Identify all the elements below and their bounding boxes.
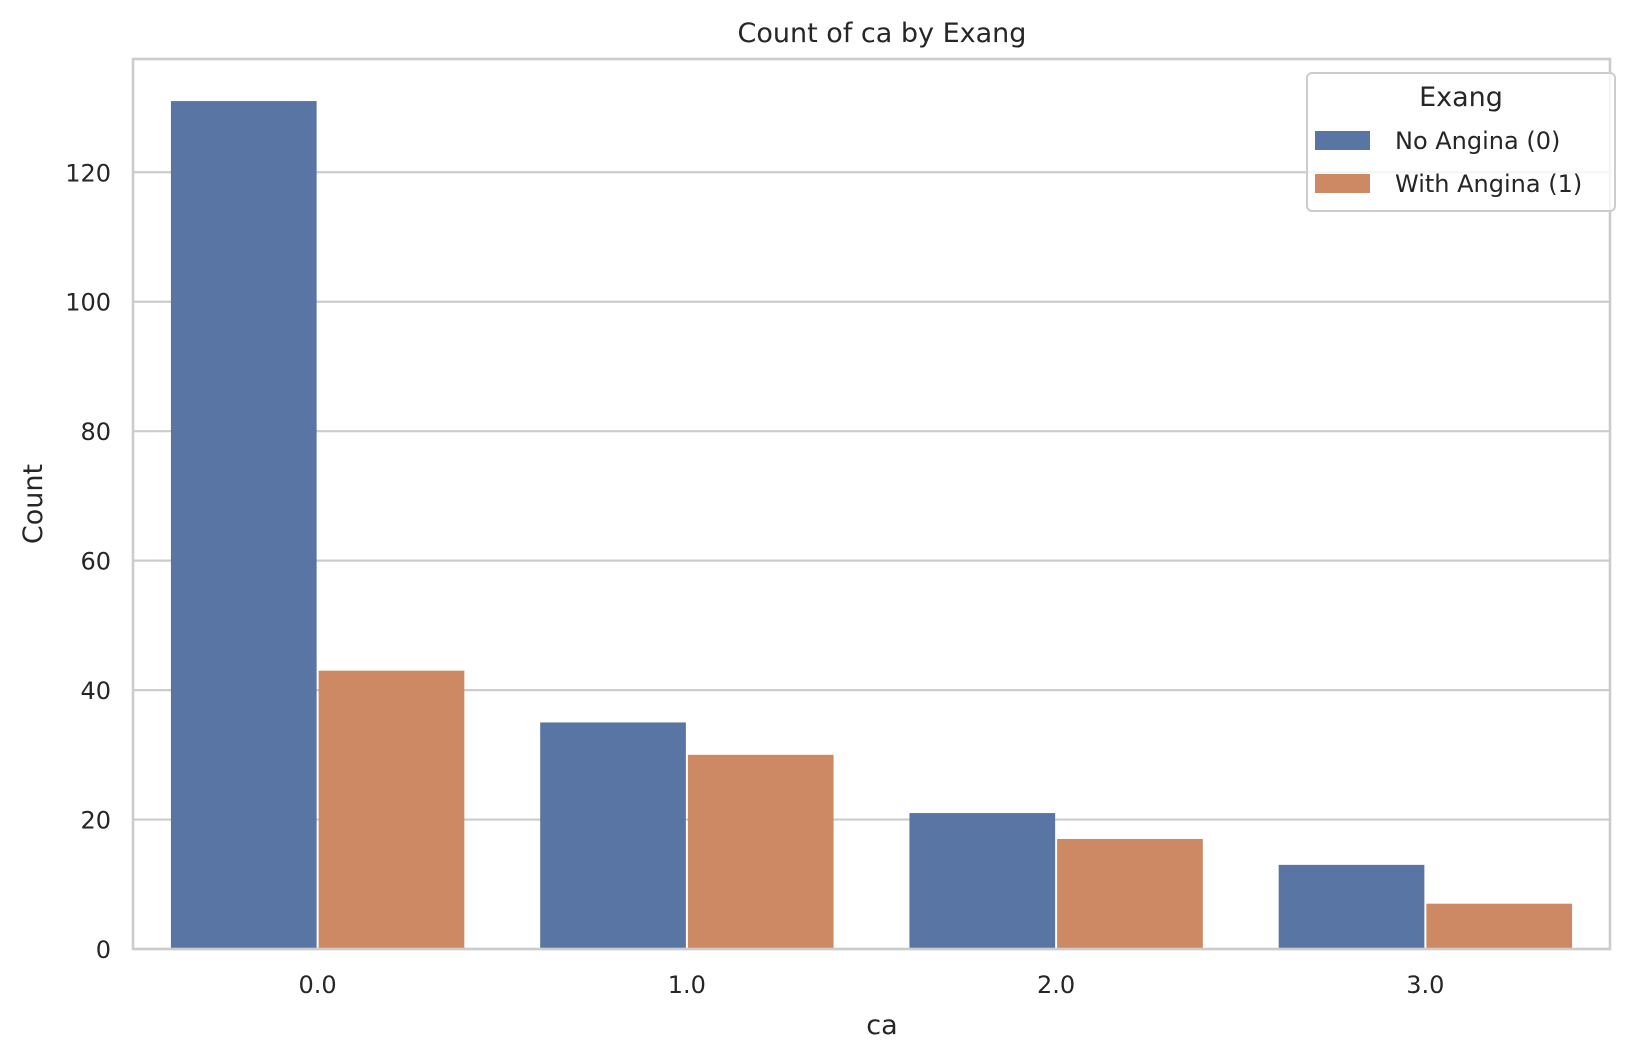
bar — [170, 101, 317, 949]
y-tick-label: 20 — [80, 807, 111, 835]
chart-title: Count of ca by Exang — [738, 18, 1027, 49]
bars — [170, 101, 1573, 949]
bar — [909, 813, 1056, 949]
bar — [687, 754, 834, 949]
x-tick-label: 2.0 — [1037, 971, 1075, 999]
legend-label: With Angina (1) — [1395, 170, 1582, 198]
legend-title: Exang — [1419, 82, 1503, 113]
x-axis-label: ca — [866, 1010, 897, 1041]
bar — [1426, 903, 1573, 949]
plot-frame — [131, 57, 1612, 951]
legend-swatch — [1315, 174, 1370, 193]
legend-box — [1306, 72, 1616, 212]
y-tick-label: 40 — [80, 677, 111, 705]
y-axis-label: Count — [18, 464, 49, 544]
x-tick-label: 3.0 — [1406, 971, 1444, 999]
y-tick-label: 0 — [96, 936, 111, 964]
y-tick-label: 60 — [80, 548, 111, 576]
y-tick-label: 120 — [65, 159, 111, 187]
x-tick-label: 0.0 — [299, 971, 337, 999]
bar — [1057, 838, 1203, 949]
y-tick-label: 80 — [80, 418, 111, 446]
legend-swatch — [1315, 131, 1370, 150]
bar — [318, 670, 465, 949]
bar — [540, 722, 686, 949]
legend-items: No Angina (0) With Angina (1) — [1315, 127, 1582, 198]
legend-label: No Angina (0) — [1395, 127, 1560, 155]
y-tick-label: 100 — [65, 289, 111, 317]
legend: Exang No Angina (0) With Angina (1) — [1306, 72, 1616, 212]
x-tick-label: 1.0 — [668, 971, 706, 999]
y-axis-ticks: 0 20 40 60 80 100 120 — [65, 159, 111, 964]
x-axis-ticks: 0.0 1.0 2.0 3.0 — [299, 971, 1445, 999]
bar — [1278, 864, 1425, 949]
